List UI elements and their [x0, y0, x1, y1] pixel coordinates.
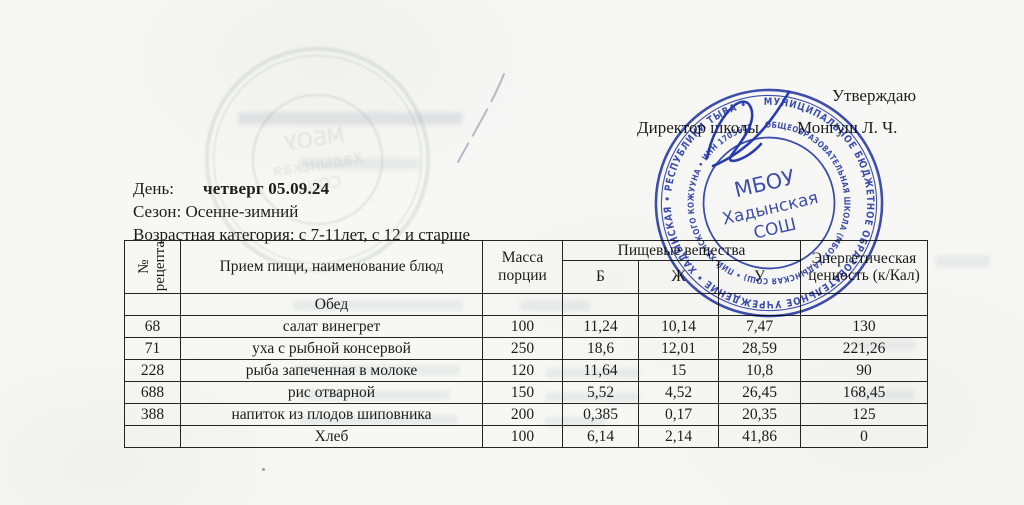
cell-protein: 5,52: [562, 381, 639, 404]
cell-protein: 11,24: [562, 315, 639, 338]
cell-fat: 2,14: [638, 425, 719, 448]
approve-label: Утверждаю: [832, 86, 917, 105]
cell-dish-name: рыба запеченная в молоке: [180, 359, 483, 382]
school-round-stamp: МУНИЦИПАЛЬНОЕ БЮДЖЕТНОЕ ОБРАЗОВАТЕЛЬНОЕ …: [654, 88, 884, 318]
cell-empty: [124, 293, 181, 316]
cell-energy: 125: [800, 403, 929, 426]
cell-dish-name: рис отварной: [180, 381, 483, 404]
header-mass: Масса порции: [482, 240, 563, 294]
header-energy: Энергетическая ценность (к/Кал): [800, 240, 929, 294]
menu-table-body: Обед 68 салат винегрет 100 11,24 10,14 7,47 13…: [124, 293, 929, 448]
cell-dish-name: Хлеб: [180, 425, 483, 448]
cell-carbs: 20,35: [717, 403, 802, 426]
day-value: четверг 05.09.24: [203, 179, 330, 198]
cell-empty: [562, 293, 639, 316]
cell-mass: 100: [482, 315, 563, 338]
cell-dish-name: салат винегрет: [180, 315, 483, 338]
header-meal: Прием пищи, наименование блюд: [180, 240, 483, 294]
header-recipe-no: № рецепта: [124, 240, 181, 294]
cell-fat: 12,01: [638, 337, 719, 360]
cell-mass: 250: [482, 337, 563, 360]
day-line: День: четверг 05.09.24: [133, 177, 470, 200]
section-title: Обед: [180, 293, 483, 316]
cell-energy: 90: [800, 359, 929, 382]
cell-mass: 200: [482, 403, 563, 426]
cell-fat: 4,52: [638, 381, 719, 404]
cell-protein: 18,6: [562, 337, 639, 360]
cell-carbs: 28,59: [717, 337, 802, 360]
menu-row: 71 уха с рыбной консервой 250 18,6 12,01 28,5…: [124, 337, 929, 360]
cell-mass: 150: [482, 381, 563, 404]
ink-dot: [262, 468, 265, 471]
menu-row: Хлеб 100 6,14 2,14 41,86 0: [124, 425, 929, 448]
ghost-stamp-text: СОШ: [300, 172, 342, 197]
cell-mass: 120: [482, 359, 563, 382]
cell-energy: 168,45: [800, 381, 929, 404]
bleed-artifact: [300, 158, 420, 169]
menu-row: 68 салат винегрет 100 11,24 10,14 7,47 130: [124, 315, 929, 338]
cell-fat: 15: [638, 359, 719, 382]
cell-fat: 0,17: [638, 403, 719, 426]
header-protein: Б: [562, 260, 639, 294]
menu-row: 228 рыба запеченная в молоке 120 11,64 15 10,…: [124, 359, 929, 382]
cell-protein: 6,14: [562, 425, 639, 448]
menu-table: № рецепта Прием пищи, наименование блюд М…: [124, 240, 929, 448]
menu-meta: День: четверг 05.09.24 Сезон: Осенне-зимн…: [133, 177, 470, 246]
director-name: Монгуш Л. Ч.: [797, 118, 898, 137]
bleed-artifact: [238, 112, 463, 125]
cell-dish-name: уха с рыбной консервой: [180, 337, 483, 360]
cell-energy: 221,26: [800, 337, 929, 360]
cell-carbs: 41,86: [717, 425, 802, 448]
day-label: День:: [133, 179, 174, 198]
cell-carbs: 10,8: [717, 359, 802, 382]
menu-row: 388 напиток из плодов шиповника 200 0,385 0,…: [124, 403, 929, 426]
cell-empty: [482, 293, 563, 316]
cell-recipe-no: 68: [124, 315, 181, 338]
cell-recipe-no: 688: [124, 381, 181, 404]
season-line: Сезон: Осенне-зимний: [133, 202, 299, 221]
director-signature: [705, 90, 791, 168]
cell-recipe-no: 388: [124, 403, 181, 426]
cell-mass: 100: [482, 425, 563, 448]
bleed-artifact: [935, 255, 990, 267]
director-label: Директор школы: [637, 118, 759, 137]
cell-carbs: 26,45: [717, 381, 802, 404]
age-category-line: Возрастная категория: с 7-11лет, с 12 и …: [133, 225, 471, 244]
cell-energy: 0: [800, 425, 929, 448]
ghost-pen-stroke: [457, 73, 505, 163]
cell-energy: 130: [800, 315, 929, 338]
menu-row: 688 рис отварной 150 5,52 4,52 26,45 168,45: [124, 381, 929, 404]
cell-protein: 0,385: [562, 403, 639, 426]
cell-protein: 11,64: [562, 359, 639, 382]
cell-recipe-no: [124, 425, 181, 448]
cell-recipe-no: 228: [124, 359, 181, 382]
cell-recipe-no: 71: [124, 337, 181, 360]
cell-dish-name: напиток из плодов шиповника: [180, 403, 483, 426]
